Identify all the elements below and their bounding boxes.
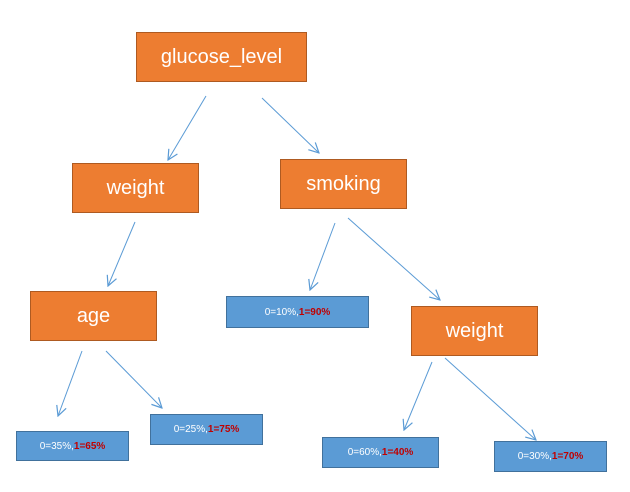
leaf-class0-text: 0=60%, [347,447,382,458]
node-age: age [30,291,157,341]
leaf-class0-text: 0=25%, [173,424,208,435]
leaf-class1-text: 1=90% [298,306,331,318]
edge-root-weight [168,95,207,160]
node-age-label: age [76,304,111,327]
leaf-age-right: 0=25%, 1=75% [150,414,263,445]
leaf-class1-text: 1=75% [207,424,240,435]
leaf-weight-right-right: 0=30%, 1=70% [494,441,607,472]
leaf-age-left: 0=35%, 1=65% [16,431,129,461]
leaf-class0-text: 0=10%, [264,306,299,318]
leaf-smoking-left: 0=10%, 1=90% [226,296,369,328]
leaf-class1-text: 1=70% [551,451,584,462]
leaf-class0-text: 0=30%, [517,451,552,462]
leaf-class0-text: 0=35%, [39,440,74,452]
edge-smoking-leaf [310,222,336,290]
leaf-class1-text: 1=40% [381,447,414,458]
edge-age-right-leaf [105,350,162,408]
root-node-glucose-level: glucose_level [136,32,307,82]
node-weight-left-label: weight [106,176,165,199]
root-node-label: glucose_level [160,45,283,68]
leaf-weight-right-left: 0=60%, 1=40% [322,437,439,468]
edge-age-left-leaf [58,350,83,416]
node-smoking: smoking [280,159,407,209]
edge-weight-right-right-leaf [444,357,536,440]
leaf-class1-text: 1=65% [73,440,106,452]
edge-weight-age [108,221,136,286]
edge-root-smoking [261,97,319,153]
edge-smoking-weight [347,217,440,300]
node-weight-right: weight [411,306,538,356]
node-weight-left: weight [72,163,199,213]
node-smoking-label: smoking [306,172,381,195]
node-weight-right-label: weight [445,319,504,342]
edge-weight-right-left-leaf [404,361,433,430]
